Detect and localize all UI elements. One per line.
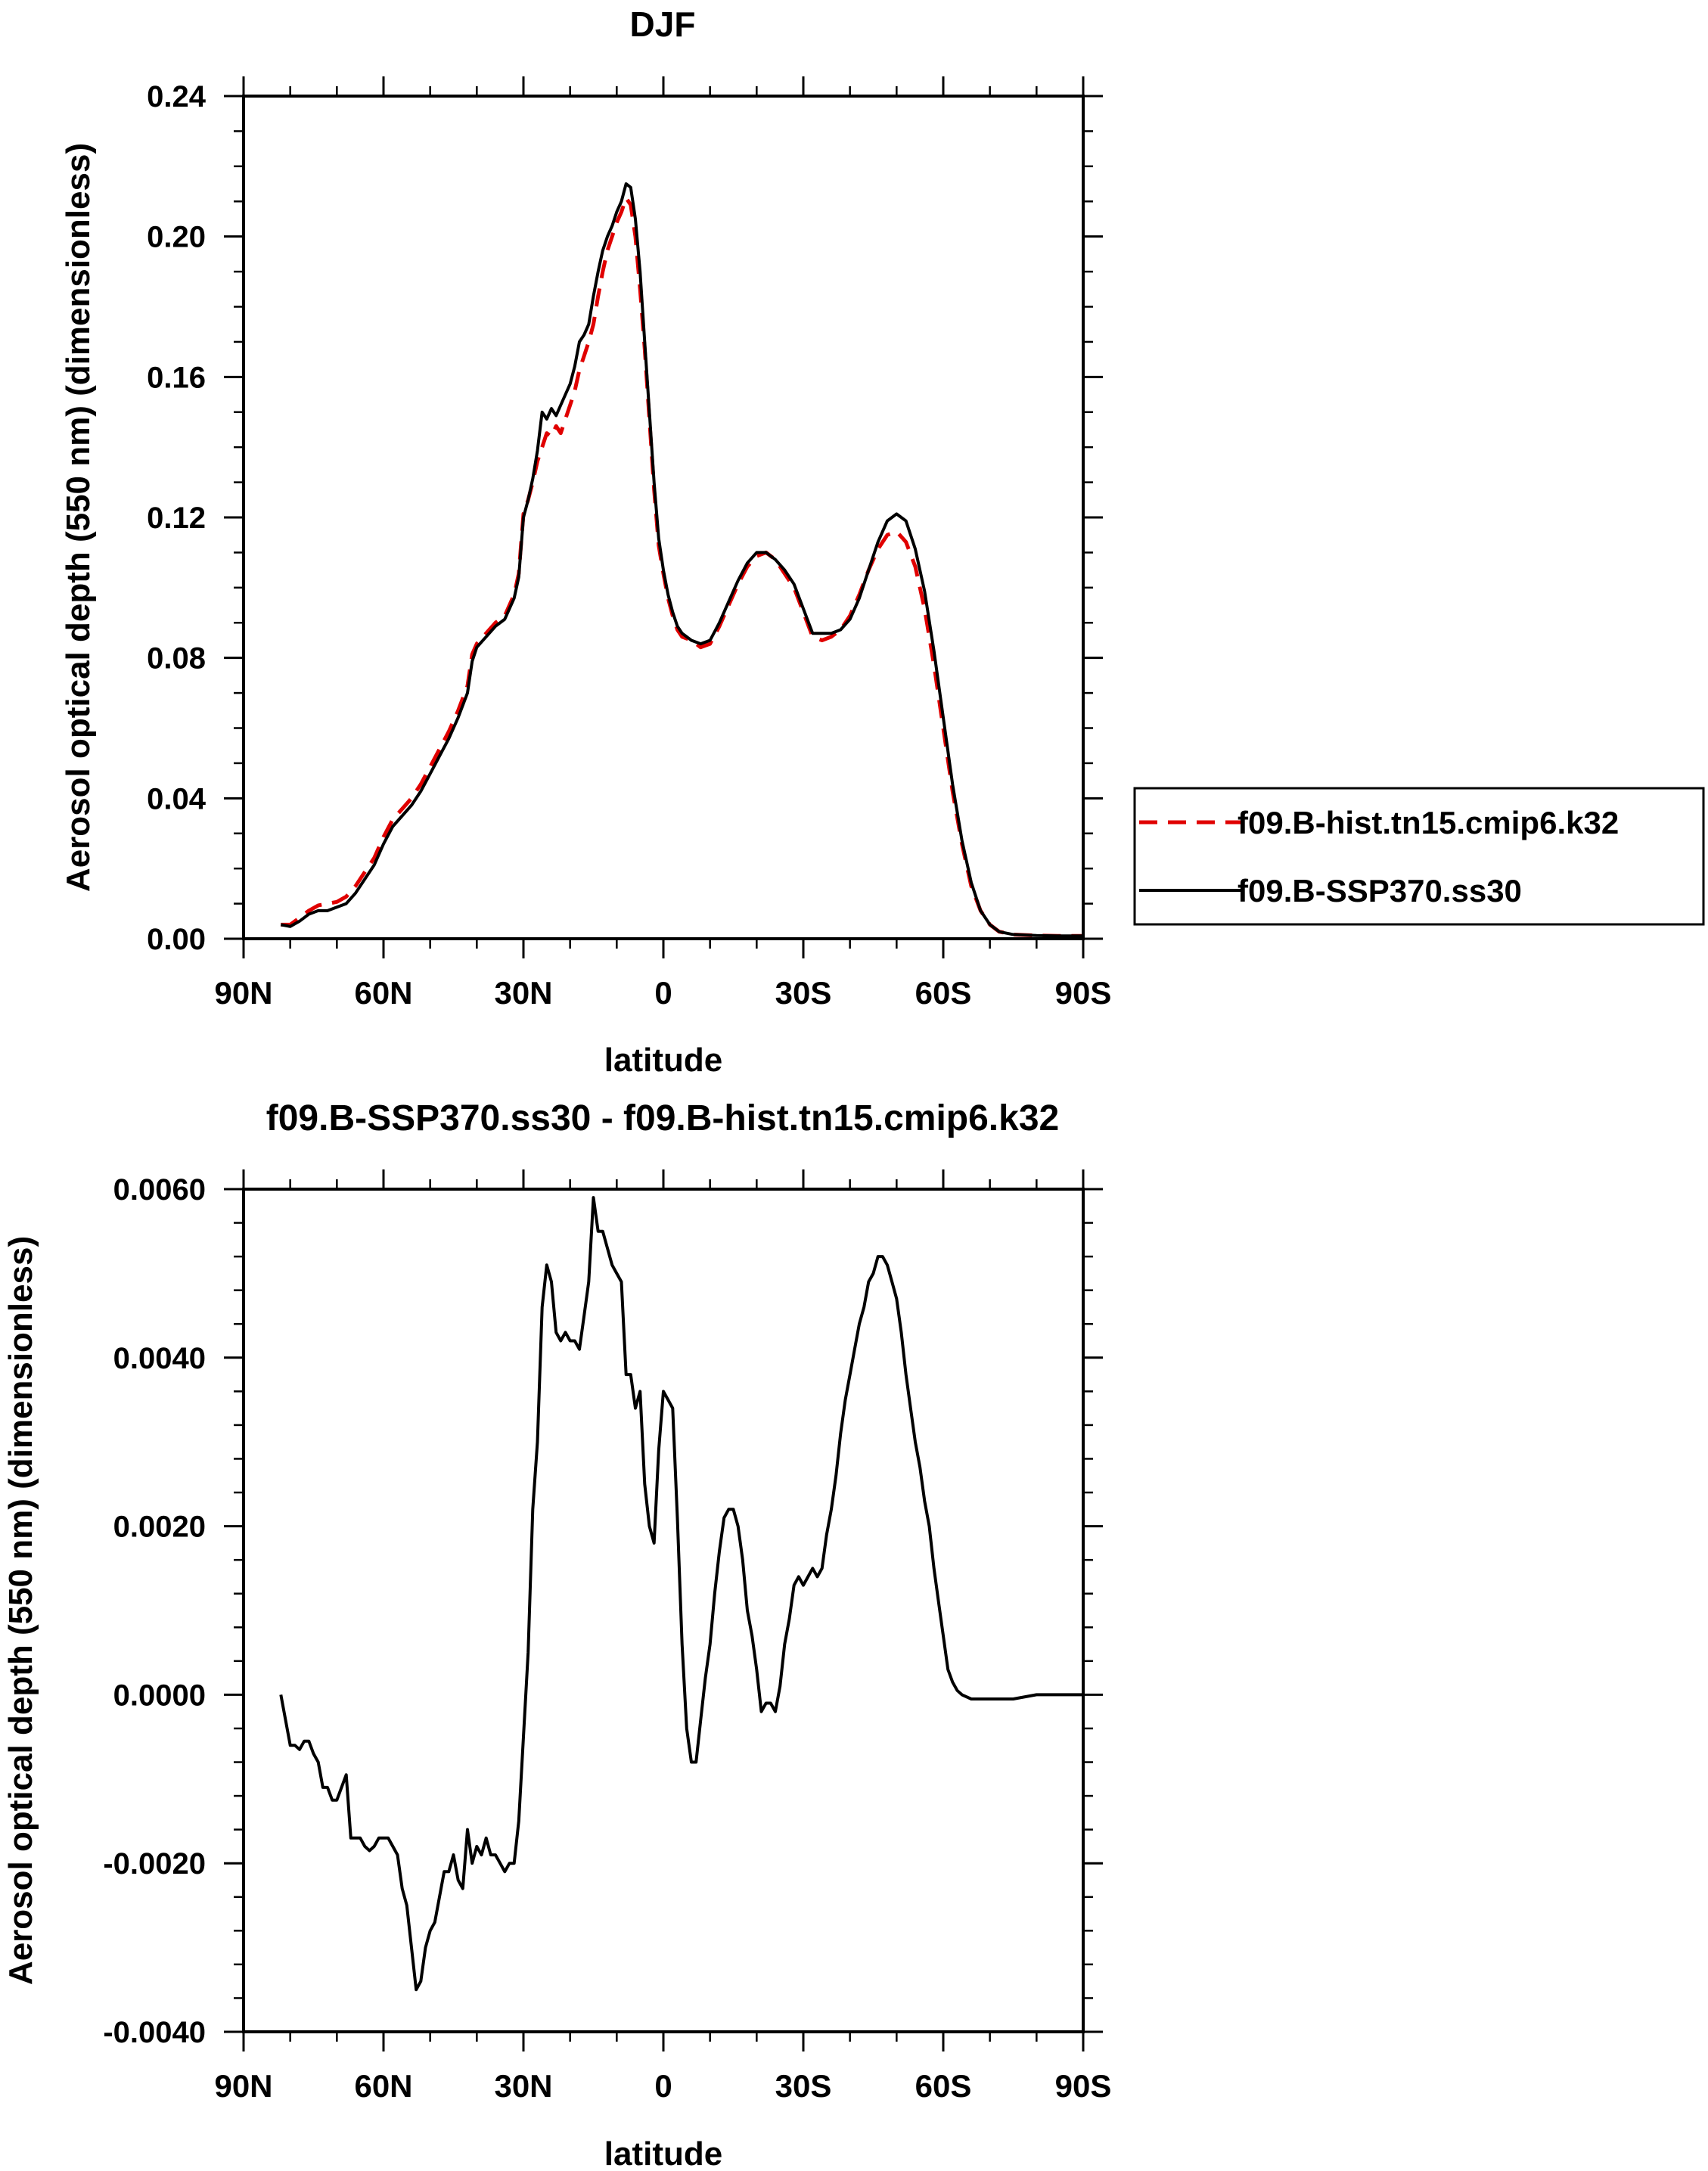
top-chart-ytick-labels: 0.00 0.04 0.08 0.12 0.16 0.20 0.24	[147, 80, 207, 956]
legend-label-hist: f09.B-hist.tn15.cmip6.k32	[1238, 805, 1619, 840]
bottom-chart-series	[279, 1196, 1083, 1992]
bottom-chart-frame	[242, 1188, 1085, 2033]
top-chart-title: DJF	[630, 5, 696, 44]
top-chart-xlabel: latitude	[604, 1042, 722, 1079]
top-xtick-label: 60S	[915, 975, 972, 1011]
legend-box	[1133, 787, 1705, 926]
top-chart-panel: DJF latitude Aerosol optical depth (550 …	[60, 5, 1111, 1079]
top-xtick-label: 30S	[775, 975, 832, 1011]
top-ytick-label: 0.16	[147, 361, 206, 394]
legend-label-ssp370: f09.B-SSP370.ss30	[1238, 873, 1522, 908]
top-series-line-f09-b-ssp370-ss30	[280, 182, 1083, 938]
bottom-ytick-label: -0.0040	[103, 2016, 206, 2049]
bottom-xtick-label: 30S	[775, 2068, 832, 2104]
bottom-chart-panel: f09.B-SSP370.ss30 - f09.B-hist.tn15.cmip…	[2, 1098, 1111, 2171]
top-ytick-label: 0.04	[147, 782, 207, 815]
bottom-ytick-label: 0.0020	[113, 1511, 206, 1544]
top-xtick-label: 30N	[494, 975, 552, 1011]
top-ytick-label: 0.00	[147, 923, 206, 956]
bottom-chart-xlabel: latitude	[604, 2135, 722, 2171]
bottom-xtick-label: 0	[654, 2068, 672, 2104]
top-chart-ylabel: Aerosol optical depth (550 nm) (dimensio…	[60, 143, 97, 892]
top-ytick-label: 0.24	[147, 80, 207, 113]
top-chart-ticks	[224, 76, 1103, 958]
bottom-ytick-label: 0.0000	[113, 1679, 206, 1712]
legend: f09.B-hist.tn15.cmip6.k32 f09.B-SSP370.s…	[1133, 787, 1705, 926]
bottom-ytick-label: 0.0040	[113, 1342, 206, 1375]
bottom-chart-xtick-labels: 90N 60N 30N 0 30S 60S 90S	[214, 2068, 1111, 2104]
bottom-xtick-label: 60S	[915, 2068, 972, 2104]
top-chart-xtick-labels: 90N 60N 30N 0 30S 60S 90S	[214, 975, 1111, 1011]
bottom-xtick-label: 90S	[1055, 2068, 1112, 2104]
top-xtick-label: 90S	[1055, 975, 1112, 1011]
bottom-chart-ytick-labels: -0.0040 -0.0020 0.0000 0.0020 0.0040 0.0060	[103, 1173, 206, 2049]
top-ytick-label: 0.20	[147, 221, 206, 254]
top-series-line-f09-b-hist-tn15-cmip6-k32	[281, 196, 1083, 938]
top-chart-frame	[242, 95, 1085, 940]
bottom-chart-ticks	[224, 1169, 1103, 2051]
bottom-chart-title: f09.B-SSP370.ss30 - f09.B-hist.tn15.cmip…	[266, 1098, 1059, 1138]
bottom-xtick-label: 90N	[214, 2068, 272, 2104]
bottom-xtick-label: 60N	[354, 2068, 412, 2104]
top-xtick-label: 0	[654, 975, 672, 1011]
top-xtick-label: 60N	[354, 975, 412, 1011]
top-xtick-label: 90N	[214, 975, 272, 1011]
top-ytick-label: 0.08	[147, 642, 206, 676]
bottom-chart-ylabel: Aerosol optical depth (550 nm) (dimensio…	[2, 1236, 39, 1985]
top-chart-series	[280, 182, 1083, 938]
bottom-ytick-label: -0.0020	[103, 1847, 206, 1881]
bottom-series-line-difference	[279, 1196, 1083, 1992]
bottom-xtick-label: 30N	[494, 2068, 552, 2104]
top-ytick-label: 0.12	[147, 502, 206, 535]
bottom-ytick-label: 0.0060	[113, 1173, 206, 1207]
